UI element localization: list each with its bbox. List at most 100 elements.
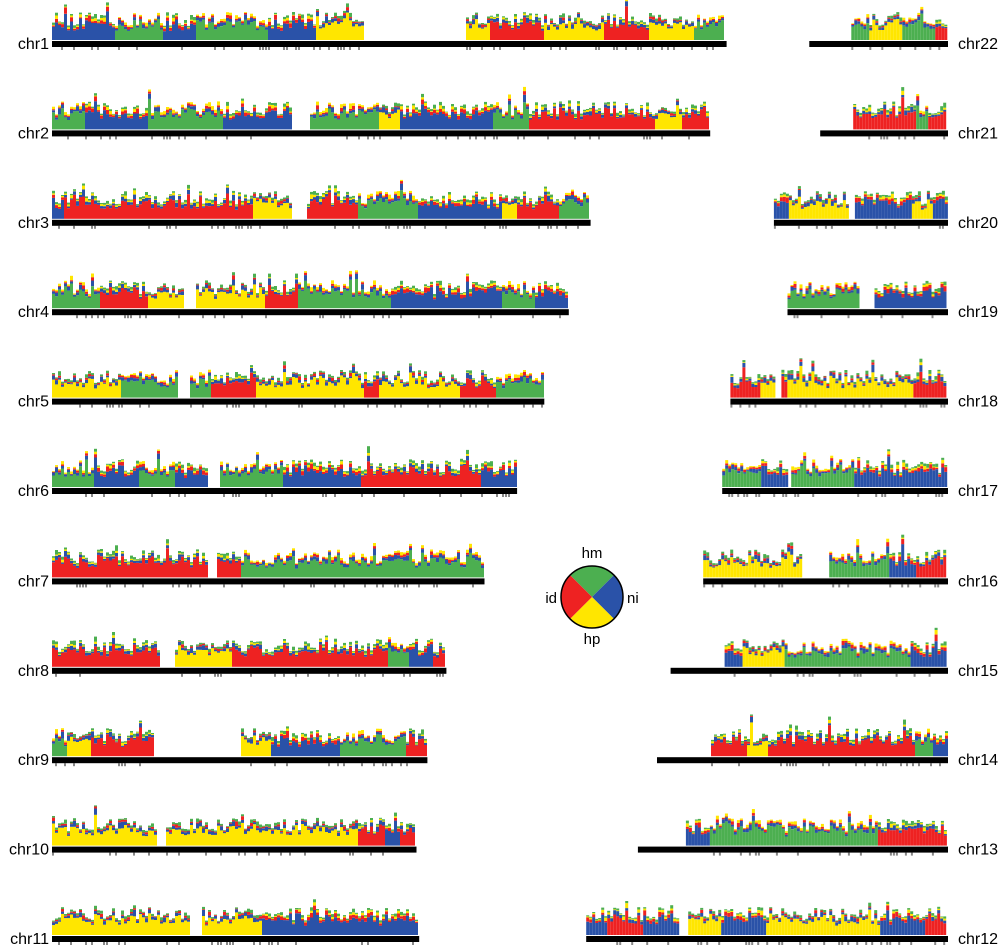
stack-bar-hp: [88, 294, 91, 296]
stack-bar-hp: [370, 194, 373, 197]
stack-bar-hp: [715, 21, 718, 22]
stack-bar-hp: [103, 205, 106, 207]
stack-bar-hp: [136, 464, 139, 466]
stack-bar-id: [454, 380, 457, 382]
stack-bar-hp: [196, 289, 199, 308]
stack-bar-ni: [268, 564, 271, 566]
stack-bar-hp: [415, 291, 418, 292]
stack-bar-id: [58, 23, 61, 25]
stack-bar-id: [277, 555, 280, 556]
stack-bar-ni: [103, 24, 106, 40]
stack-bar-hm: [652, 16, 655, 17]
stack-bar-hp: [538, 381, 541, 383]
stack-bar-hm: [88, 13, 91, 15]
stack-bar-id: [244, 287, 247, 288]
stack-bar-id: [367, 386, 370, 397]
stack-bar-id: [82, 197, 85, 219]
stack-bar-ni: [487, 471, 490, 487]
stack-bar-ni: [403, 557, 406, 561]
axis-tick: [109, 405, 111, 408]
stack-bar-hm: [340, 114, 343, 130]
stack-bar-hp: [529, 116, 532, 118]
stack-bar-hp: [124, 376, 127, 377]
stack-bar-hp: [73, 107, 76, 109]
stack-bar-ni: [58, 287, 61, 290]
stack-bar-hp: [73, 28, 76, 29]
stack-bar-ni: [172, 563, 175, 564]
stack-bar-ni: [82, 559, 85, 562]
stack-bar-ni: [151, 116, 154, 119]
stack-bar-hm: [121, 381, 124, 398]
stack-bar-hm: [310, 15, 313, 18]
stack-bar-hm: [112, 462, 115, 463]
stack-bar-hm: [259, 283, 262, 285]
stack-bar-hm: [298, 562, 301, 577]
stack-bar-ni: [343, 564, 346, 567]
stack-bar-hm: [214, 117, 217, 129]
stack-bar-id: [511, 29, 514, 40]
stack-bar-ni: [490, 288, 493, 309]
stack-bar-id: [64, 557, 67, 578]
stack-bar-hp: [493, 105, 496, 107]
stack-bar-hp: [289, 474, 292, 475]
stack-bar-hm: [142, 470, 145, 487]
stack-bar-ni: [229, 206, 232, 207]
stack-bar-hp: [103, 384, 106, 398]
stack-bar-id: [490, 108, 493, 110]
stack-bar-hm: [475, 13, 478, 15]
stack-bar-id: [676, 100, 679, 101]
stack-bar-id: [493, 107, 496, 108]
stack-bar-id: [340, 108, 343, 112]
stack-bar-ni: [163, 116, 166, 118]
stack-bar-hm: [193, 383, 196, 397]
stack-bar-ni: [421, 295, 424, 308]
stack-bar-ni: [310, 469, 313, 487]
stack-bar-id: [406, 383, 409, 384]
stack-bar-id: [559, 17, 562, 18]
axis-tick: [91, 405, 93, 408]
stack-bar-hm: [193, 554, 196, 555]
stack-bar-hm: [163, 201, 166, 203]
stack-bar-ni: [229, 119, 232, 129]
stack-bar-id: [274, 107, 277, 111]
stack-bar-id: [661, 21, 664, 23]
axis-tick: [484, 226, 486, 229]
stack-bar-hp: [433, 387, 436, 397]
stack-bar-hm: [88, 199, 91, 201]
stack-bar-ni: [67, 383, 70, 384]
stack-bar-ni: [499, 381, 502, 382]
stack-bar-ni: [226, 464, 229, 467]
stack-bar-hp: [166, 292, 169, 308]
stack-bar-hm: [481, 285, 484, 288]
stack-bar-id: [55, 560, 58, 578]
stack-bar-ni: [388, 470, 391, 471]
stack-bar-hm: [133, 557, 136, 560]
stack-bar-hm: [85, 104, 88, 106]
stack-bar-hm: [277, 378, 280, 381]
stack-bar-ni: [205, 203, 208, 206]
stack-bar-hp: [367, 107, 370, 108]
stack-bar-id: [127, 205, 130, 219]
stack-bar-ni: [256, 29, 259, 31]
stack-bar-id: [223, 21, 226, 22]
stack-bar-id: [487, 110, 490, 112]
stack-bar-hm: [151, 27, 154, 40]
stack-bar-id: [490, 286, 493, 288]
stack-bar-ni: [253, 196, 256, 198]
stack-bar-id: [595, 114, 598, 129]
stack-bar-ni: [451, 204, 454, 219]
stack-bar-id: [103, 209, 106, 219]
stack-bar-hp: [514, 203, 517, 219]
stack-bar-id: [634, 25, 637, 40]
stack-bar-ni: [439, 554, 442, 558]
stack-bar-ni: [493, 109, 496, 113]
stack-bar-ni: [574, 23, 577, 24]
axis-tick: [109, 136, 111, 139]
stack-bar-ni: [118, 288, 121, 292]
stack-bar-hp: [208, 102, 211, 107]
stack-bar-hm: [106, 552, 109, 555]
stack-bar-hm: [538, 115, 541, 116]
axis-tick: [481, 47, 483, 50]
stack-bar-id: [175, 372, 178, 373]
stack-bar-hm: [439, 102, 442, 105]
